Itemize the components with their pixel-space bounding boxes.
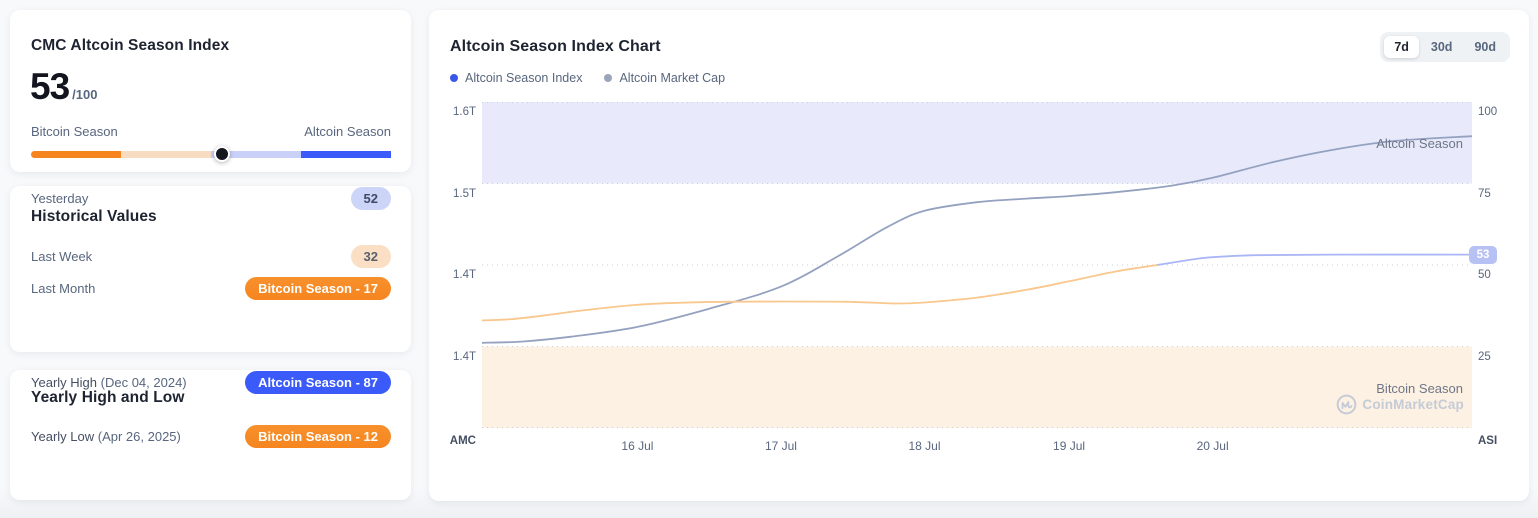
row-label: Last Week xyxy=(31,248,93,264)
yearly-low-row: Yearly Low (Apr 26, 2025) Bitcoin Season… xyxy=(31,424,391,448)
chart-title: Altcoin Season Index Chart xyxy=(450,38,661,55)
row-label: Yearly High (Dec 04, 2024) xyxy=(31,374,187,390)
chart-area[interactable]: 1.6T 1.5T 1.4T 1.4T AMC Altcoin Season Bitco… xyxy=(429,10,1529,501)
row-label: Yearly Low (Apr 26, 2025) xyxy=(31,428,181,444)
altcoin-season-index-line-above-50 xyxy=(1157,253,1473,266)
row-label: Last Month xyxy=(31,280,96,296)
season-slider-labels: Bitcoin Season Altcoin Season xyxy=(31,124,391,139)
time-range-selector: 7d 30d 90d xyxy=(1380,32,1510,62)
season-badge: Bitcoin Season - 12 xyxy=(245,424,391,448)
y-axis-label: 100 xyxy=(1478,106,1498,118)
altcoin-season-label: Altcoin Season xyxy=(304,124,391,139)
altcoin-season-band-label: Altcoin Season xyxy=(1376,136,1463,151)
altcoin-season-index-line-below-50 xyxy=(481,264,1158,322)
chart-legend: Altcoin Season Index Altcoin Market Cap xyxy=(450,71,725,85)
season-band xyxy=(482,102,1472,184)
value-badge: 32 xyxy=(350,244,391,268)
x-axis-label: 17 Jul xyxy=(764,439,797,453)
altcoin-market-cap-line xyxy=(481,135,1473,344)
y-axis-label: 75 xyxy=(1478,187,1491,200)
index-card-title: CMC Altcoin Season Index xyxy=(31,37,230,54)
slider-segment-light-altcoin xyxy=(211,151,301,158)
yearly-high-row: Yearly High (Dec 04, 2024) Altcoin Seaso… xyxy=(31,370,391,394)
row-label: Yesterday xyxy=(31,190,89,206)
historical-row-last-week: Last Week 32 xyxy=(31,244,391,268)
yearly-card-title: Yearly High and Low xyxy=(31,389,185,406)
coinmarketcap-watermark: CoinMarketCap xyxy=(1336,394,1464,415)
cmc-altcoin-season-index-card: CMC Altcoin Season Index 53 /100 Bitcoin… xyxy=(10,10,411,172)
value-badge: 52 xyxy=(350,186,391,210)
chart-canvas xyxy=(481,102,1473,428)
current-index-badge: 53 xyxy=(1469,246,1497,265)
x-axis-label: 19 Jul xyxy=(1053,439,1086,453)
index-score: 53 /100 xyxy=(30,68,97,105)
y-axis-label: 1.4T xyxy=(452,269,476,281)
historical-row-yesterday: Yesterday 52 xyxy=(31,186,391,210)
slider-segment-light-bitcoin xyxy=(121,151,211,158)
index-score-max: /100 xyxy=(72,87,98,102)
bitcoin-season-band-label: Bitcoin Season xyxy=(1376,381,1463,396)
y-axis-label: 1.5T xyxy=(452,187,476,200)
slider-segment-bitcoin xyxy=(31,151,121,158)
historical-card-title: Historical Values xyxy=(31,208,157,225)
y-axis-label: 25 xyxy=(1478,350,1491,363)
season-badge: Bitcoin Season - 17 xyxy=(245,276,391,300)
historical-row-last-month: Last Month Bitcoin Season - 17 xyxy=(31,276,391,300)
season-badge: Altcoin Season - 87 xyxy=(245,370,391,394)
season-slider[interactable] xyxy=(31,146,391,162)
slider-handle[interactable] xyxy=(213,146,230,162)
y-axis-label: 1.6T xyxy=(452,106,476,118)
slider-segment-altcoin xyxy=(301,151,391,158)
legend-altcoin-market-cap[interactable]: Altcoin Market Cap xyxy=(604,71,725,85)
legend-altcoin-season-index[interactable]: Altcoin Season Index xyxy=(450,71,582,85)
x-axis-label: 18 Jul xyxy=(908,439,941,453)
chart-plot[interactable]: Altcoin Season Bitcoin Season CoinMarket… xyxy=(481,102,1473,428)
historical-values-card: Historical Values Yesterday 52 Last Week… xyxy=(10,186,411,352)
y-axis-label: 50 xyxy=(1478,269,1491,281)
x-axis-label: 16 Jul xyxy=(621,439,654,453)
altcoin-season-chart-card: Altcoin Season Index Chart 7d 30d 90d Al… xyxy=(429,10,1529,501)
range-7d-button[interactable]: 7d xyxy=(1384,36,1419,58)
x-axis-label: 20 Jul xyxy=(1196,439,1229,453)
range-90d-button[interactable]: 90d xyxy=(1464,36,1506,58)
yearly-high-low-card: Yearly High and Low Yearly High (Dec 04,… xyxy=(10,370,411,500)
y-axis-label: 1.4T xyxy=(452,350,476,363)
legend-dot-icon xyxy=(450,74,458,82)
right-axis-season-index: 100 75 50 25 ASI xyxy=(1478,102,1526,447)
left-axis-market-cap: 1.6T 1.5T 1.4T 1.4T AMC xyxy=(429,102,476,447)
range-30d-button[interactable]: 30d xyxy=(1421,36,1463,58)
x-axis-dates: 16 Jul 17 Jul 18 Jul 19 Jul 20 Jul xyxy=(482,439,1472,455)
axis-title: AMC xyxy=(449,435,476,447)
axis-title: ASI xyxy=(1478,435,1498,447)
bitcoin-season-label: Bitcoin Season xyxy=(31,124,118,139)
season-band xyxy=(482,346,1472,428)
coinmarketcap-logo-icon xyxy=(1337,394,1357,415)
index-score-value: 53 xyxy=(30,66,70,107)
legend-dot-icon xyxy=(604,74,613,82)
